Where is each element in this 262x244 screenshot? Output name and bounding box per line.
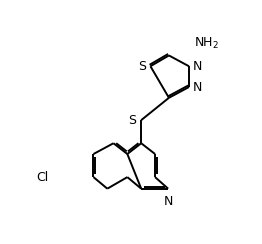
- Text: S: S: [139, 60, 147, 73]
- Text: N: N: [193, 81, 202, 93]
- Text: S: S: [128, 114, 136, 127]
- Text: NH$_2$: NH$_2$: [194, 36, 219, 51]
- Text: N: N: [163, 195, 173, 208]
- Text: N: N: [193, 60, 202, 73]
- Text: Cl: Cl: [37, 171, 49, 184]
